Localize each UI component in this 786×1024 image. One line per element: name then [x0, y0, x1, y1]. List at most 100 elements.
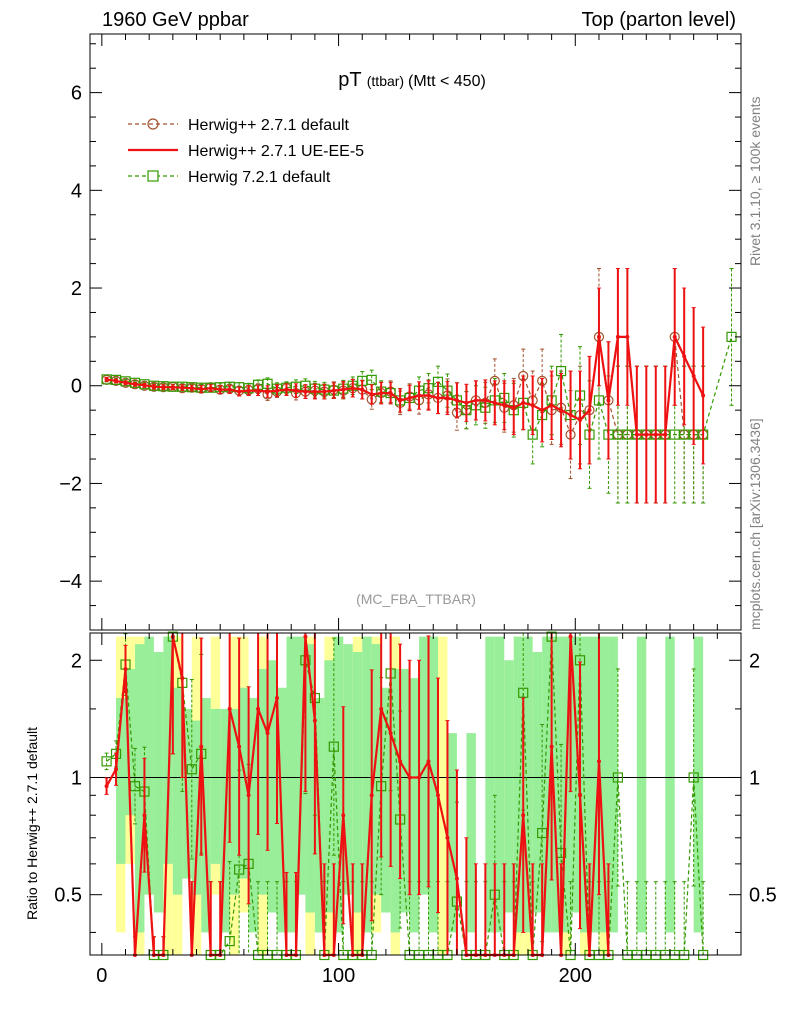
- data-point: [388, 731, 393, 736]
- data-point: [114, 767, 119, 772]
- green-band: [580, 636, 590, 933]
- data-point: [360, 387, 365, 392]
- ratio-y-tick-label: 2: [71, 650, 82, 672]
- series-line: [106, 332, 705, 436]
- green-band: [371, 644, 382, 895]
- green-band: [419, 636, 429, 895]
- data-point: [445, 395, 450, 400]
- data-point: [224, 935, 235, 947]
- data-point: [312, 718, 317, 723]
- data-point: [275, 696, 280, 701]
- data-point: [492, 400, 497, 405]
- data-point: [142, 813, 147, 818]
- data-point: [417, 393, 422, 398]
- data-point: [426, 759, 431, 764]
- green-band: [229, 708, 240, 895]
- green-band: [504, 660, 514, 913]
- data-point: [596, 334, 601, 339]
- green-band: [305, 644, 315, 913]
- data-point: [511, 405, 516, 410]
- data-point: [246, 388, 251, 393]
- data-point: [407, 775, 412, 780]
- series-line: [106, 636, 704, 956]
- data-point: [237, 389, 242, 394]
- green-band: [144, 636, 154, 895]
- data-point: [293, 388, 298, 393]
- data-point: [653, 432, 658, 437]
- green-band: [163, 636, 173, 864]
- green-band: [191, 720, 202, 895]
- data-point: [587, 408, 592, 413]
- data-point: [161, 385, 166, 390]
- green-band: [239, 687, 249, 879]
- green-band: [400, 668, 410, 913]
- data-point: [530, 403, 535, 408]
- y-tick-label: 6: [71, 83, 82, 105]
- x-tick-label: 0: [96, 965, 107, 987]
- data-point: [379, 391, 384, 396]
- green-band: [210, 708, 221, 864]
- data-point: [688, 772, 699, 783]
- green-band: [201, 698, 211, 933]
- data-point: [578, 417, 583, 422]
- data-point: [246, 793, 251, 798]
- data-point: [540, 408, 545, 413]
- green-band: [390, 668, 401, 933]
- y-tick-label: 0: [71, 376, 82, 398]
- analysis-watermark: (MC_FBA_TTBAR): [356, 591, 476, 607]
- data-point: [369, 793, 374, 798]
- data-point: [180, 385, 185, 390]
- green-band: [570, 636, 581, 913]
- data-point: [559, 408, 564, 413]
- data-point: [502, 403, 507, 408]
- green-band: [258, 668, 268, 895]
- green-band: [513, 636, 524, 933]
- data-point: [123, 666, 128, 671]
- data-point: [234, 864, 245, 875]
- data-point: [104, 784, 109, 789]
- data-point: [199, 744, 204, 749]
- data-point: [398, 759, 403, 764]
- green-band: [551, 636, 562, 933]
- green-band: [466, 733, 476, 933]
- data-point: [435, 793, 440, 798]
- data-point: [369, 392, 374, 397]
- data-point: [256, 706, 261, 711]
- y-tick-label: −4: [59, 571, 82, 593]
- data-point: [237, 744, 242, 749]
- x-tick-label: 100: [322, 965, 355, 987]
- ratio-y-tick-label: 1: [71, 767, 82, 789]
- legend-marker: [147, 118, 159, 130]
- data-point: [256, 388, 261, 393]
- data-point: [398, 398, 403, 403]
- green-band: [598, 636, 609, 933]
- ratio-y-tick-label-right: 2: [749, 650, 760, 672]
- data-point: [379, 706, 384, 711]
- green-band: [693, 636, 704, 933]
- y-tick-label: −2: [59, 473, 82, 495]
- x-tick-label: 200: [559, 965, 592, 987]
- data-point: [265, 389, 270, 394]
- green-band: [636, 636, 647, 933]
- ratio-series-herwigpp-ue-ee-5: [104, 632, 611, 957]
- data-point: [189, 386, 194, 391]
- legend-marker: [147, 170, 159, 182]
- green-band: [267, 660, 278, 913]
- green-band: [409, 678, 420, 933]
- green-band: [248, 698, 259, 933]
- legend-label: Herwig++ 2.7.1 UE-EE-5: [188, 143, 364, 160]
- data-point: [682, 354, 687, 359]
- data-point: [615, 334, 620, 339]
- data-point: [521, 813, 526, 818]
- data-point: [483, 398, 488, 403]
- data-point: [549, 744, 554, 749]
- data-point: [568, 634, 573, 639]
- data-point: [186, 764, 197, 775]
- data-point: [435, 395, 440, 400]
- data-point: [199, 387, 204, 392]
- data-point: [612, 772, 624, 783]
- data-point: [322, 389, 327, 394]
- data-point: [549, 403, 554, 408]
- data-point: [328, 741, 339, 752]
- data-point: [142, 383, 147, 388]
